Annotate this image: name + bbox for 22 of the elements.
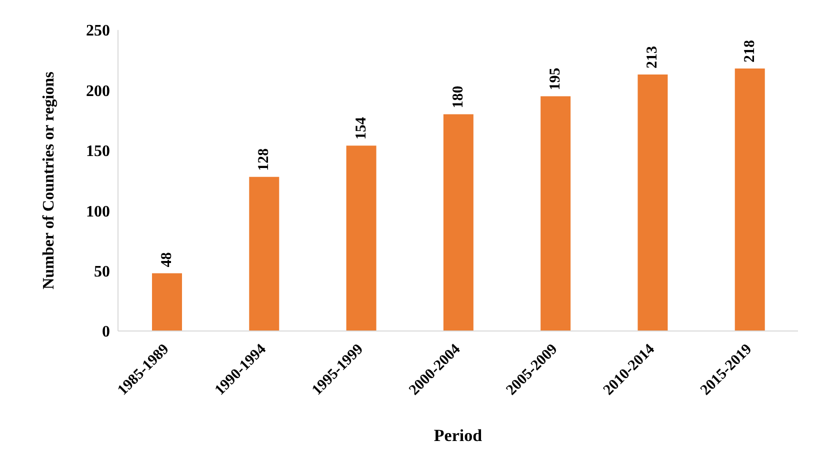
bar <box>734 68 765 331</box>
data-label: 213 <box>644 46 661 69</box>
y-tick-label: 100 <box>86 203 110 220</box>
bar <box>540 96 571 331</box>
data-label: 195 <box>548 68 564 90</box>
data-label: 48 <box>159 252 175 268</box>
y-tick-label: 0 <box>102 324 110 341</box>
y-tick-label: 200 <box>86 82 110 100</box>
bar <box>249 176 280 331</box>
data-label: 154 <box>353 116 370 140</box>
data-label: 128 <box>256 148 272 171</box>
y-tick-label: 50 <box>94 263 110 280</box>
bar <box>152 273 182 331</box>
data-label: 180 <box>450 86 466 108</box>
y-tick-label: 150 <box>86 143 110 160</box>
bar <box>638 74 668 331</box>
bar <box>346 146 376 331</box>
bar <box>443 114 474 331</box>
x-axis-title: Period <box>434 426 483 445</box>
y-tick-label: 250 <box>86 22 110 40</box>
y-axis-title: Number of Countries or regions <box>40 72 58 290</box>
data-label: 218 <box>742 40 758 63</box>
